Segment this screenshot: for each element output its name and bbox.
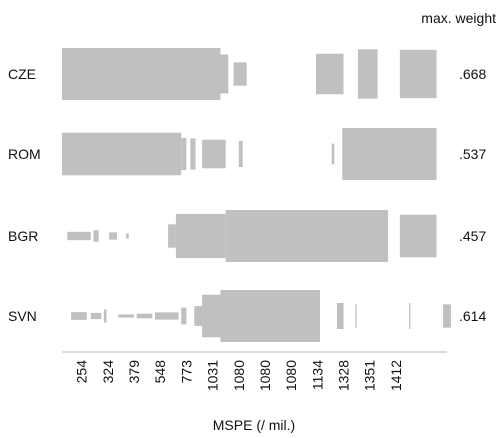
weight-bar [238, 141, 243, 167]
weight-bar [443, 304, 451, 328]
max-weight-value: .614 [459, 308, 486, 324]
weight-bar [399, 214, 437, 258]
weight-bar [220, 290, 320, 342]
weight-bar [109, 232, 117, 240]
x-tick-label: 379 [126, 360, 142, 384]
weight-bar [194, 306, 203, 326]
row-rom: ROM .537 [8, 128, 486, 180]
x-tick-label: 1412 [388, 360, 404, 391]
weight-bar [126, 233, 129, 239]
weight-bar [71, 312, 87, 320]
series-label: SVN [8, 308, 37, 324]
weight-bar [181, 307, 187, 325]
weight-bar [220, 54, 229, 94]
x-tick-labels: 254 324 379 548 773 1031 1080 1080 1080 1134 1328 1… [74, 360, 404, 391]
x-tick-label: 1080 [231, 360, 247, 391]
weight-bar [331, 143, 335, 165]
x-tick-label: 773 [178, 360, 194, 384]
weight-bar [233, 62, 247, 86]
weight-bar [136, 313, 153, 319]
weight-bar [355, 304, 357, 328]
plot-rows: CZE .668 ROM .537 BGR .457 SVN .614 [8, 48, 486, 342]
weight-bar [202, 294, 221, 338]
x-axis-label: MSPE (/ mil.) [213, 417, 295, 433]
series-label: BGR [8, 228, 38, 244]
x-tick-label: 1134 [309, 360, 325, 390]
weight-bar [181, 137, 187, 171]
max-weight-value: .457 [459, 228, 486, 244]
max-weight-value: .537 [459, 146, 486, 162]
weight-header: max. weight [421, 10, 496, 26]
weight-bar [337, 303, 344, 329]
series-label: CZE [8, 66, 36, 82]
weight-bar [62, 48, 221, 100]
max-weight-value: .668 [459, 66, 486, 82]
weight-bar [93, 230, 99, 242]
x-tick-label: 1031 [205, 360, 221, 391]
x-tick-label: 1080 [257, 360, 273, 391]
weight-bar [168, 224, 176, 248]
weight-bar [154, 312, 179, 320]
row-cze: CZE .668 [8, 48, 486, 100]
weight-bar [118, 314, 135, 318]
weight-bar [103, 309, 107, 323]
row-bgr: BGR .457 [8, 210, 486, 262]
weight-bar [202, 139, 226, 169]
x-tick-label: 254 [74, 360, 90, 384]
x-tick-label: 324 [100, 360, 116, 384]
weight-bar [225, 210, 389, 262]
x-tick-label: 1351 [362, 360, 378, 391]
weight-bar [316, 53, 344, 95]
weight-bar [357, 49, 378, 99]
series-label: ROM [8, 146, 41, 162]
weight-bar [342, 128, 437, 180]
x-tick-label: 1328 [336, 360, 352, 391]
weight-bar [90, 312, 102, 320]
weight-bar [399, 49, 437, 99]
weight-bar [175, 213, 226, 259]
row-svn: SVN .614 [8, 290, 486, 342]
weight-bar [190, 138, 196, 170]
weight-bar [409, 303, 411, 329]
x-tick-label: 1080 [283, 360, 299, 391]
weight-bar [62, 132, 182, 176]
weight-bar [67, 231, 91, 241]
x-tick-label: 548 [152, 360, 168, 384]
